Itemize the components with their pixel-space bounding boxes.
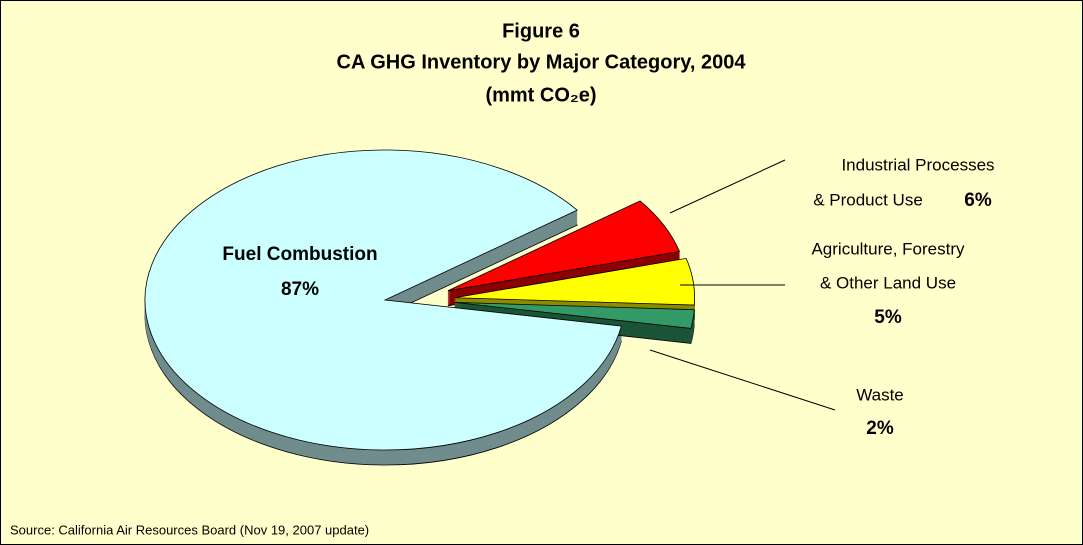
chart-title: Figure 6 bbox=[502, 20, 580, 42]
value-label: 6% bbox=[964, 190, 992, 211]
slice bbox=[454, 257, 695, 306]
slice-label: Industrial Processes bbox=[841, 155, 994, 174]
slice-label: Waste bbox=[856, 385, 904, 404]
value-label: 5% bbox=[874, 307, 902, 328]
chart-subtitle: CA GHG Inventory by Major Category, 2004 bbox=[337, 51, 747, 73]
slice bbox=[144, 149, 622, 451]
slice-label: & Product Use bbox=[813, 190, 923, 209]
slice-label: & Other Land Use bbox=[820, 273, 956, 292]
slice-label: Agriculture, Forestry bbox=[811, 239, 965, 258]
leader-line bbox=[649, 349, 836, 411]
slice bbox=[447, 200, 681, 292]
leader-line bbox=[669, 159, 786, 214]
unit-label: (mmt CO₂e) bbox=[485, 84, 596, 106]
slice bbox=[454, 301, 695, 329]
value-label: 87% bbox=[281, 279, 319, 300]
slice-label: Fuel Combustion bbox=[222, 244, 377, 265]
source-note: Source: California Air Resources Board (… bbox=[10, 522, 369, 537]
value-label: 2% bbox=[866, 418, 894, 439]
